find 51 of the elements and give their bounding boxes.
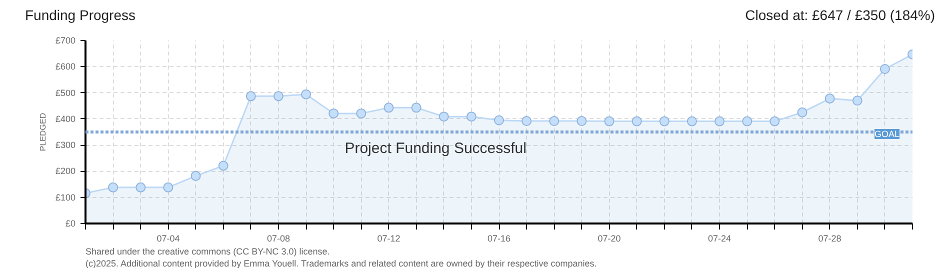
y-tick-label: £300 [55,140,76,150]
point [742,116,752,126]
point [466,112,476,122]
point [356,108,366,118]
point [163,182,174,192]
x-tick-label: 07-08 [266,234,290,244]
point [301,89,312,100]
point [576,116,587,126]
point [411,102,422,113]
point [438,112,449,122]
x-tick-label: 07-24 [708,234,732,244]
x-tick-label: 07-12 [377,234,400,244]
point [797,107,808,118]
x-tick-label: 07-28 [818,234,842,244]
y-tick-label: £700 [55,36,76,46]
point [714,116,725,126]
point [659,116,670,126]
chart-title: Funding Progress [25,6,136,25]
point [136,182,146,192]
point [494,115,504,126]
chart-subtitle: Closed at: £647 / £350 (184%) [745,6,935,25]
y-tick-label: £200 [55,166,76,176]
x-tick-label: 07-16 [487,234,511,244]
text: (c)2025. Additional content provided by Emma Youell. Trademarks and related content are owned by their respective companies. [86,258,597,268]
point [108,182,118,192]
y-axis-title: PLEDGED [38,112,48,152]
point [190,170,201,181]
y-tick-label: £400 [55,114,76,124]
x-tick-label: 07-04 [156,234,180,244]
point [852,96,862,106]
point [632,116,642,126]
y-tick-label: £0 [65,218,76,228]
text: Shared under the creative commons (CC BY-NC 3.0) license. [86,246,330,256]
x-tick-label: 07-20 [598,234,621,244]
point [522,116,532,126]
point [246,91,256,102]
y-tick-label: £100 [55,192,76,202]
point [549,116,560,126]
point [218,160,228,171]
point [880,64,890,74]
point [273,91,284,102]
annotation: Project Funding Successful [344,140,526,157]
y-tick-label: £500 [55,88,76,98]
point [384,102,394,113]
point [604,116,614,126]
point [824,94,835,104]
ref-line-label: GOAL [874,129,900,139]
point [770,116,780,126]
y-tick-label: £600 [55,62,76,72]
point [328,108,339,118]
point [686,116,697,126]
